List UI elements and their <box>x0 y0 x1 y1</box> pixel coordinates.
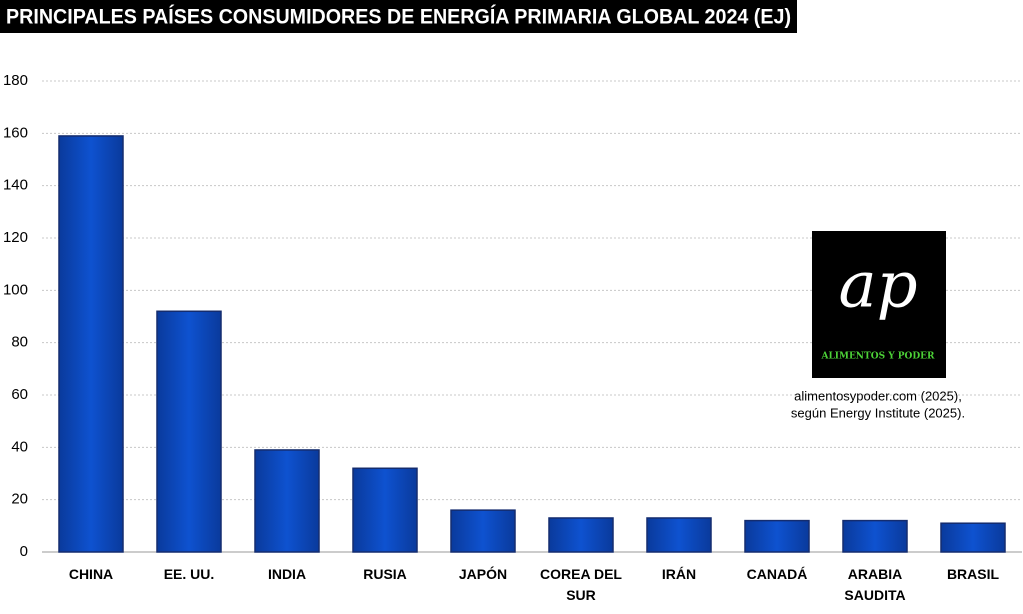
y-tick-label: 60 <box>11 386 28 403</box>
x-tick-label: COREA DEL SUR <box>540 566 622 603</box>
x-tick-label: INDIA <box>267 566 307 582</box>
source-note: según Energy Institute (2025). <box>791 405 965 420</box>
x-tick-label: EE. UU. <box>163 566 215 582</box>
chart-title: PRINCIPALES PAÍSES CONSUMIDORES DE ENERG… <box>6 6 791 29</box>
bar <box>842 519 908 553</box>
bar <box>940 522 1006 553</box>
y-tick-label: 80 <box>11 334 28 351</box>
y-tick-label: 40 <box>11 438 28 455</box>
x-tick-label: CHINA <box>68 566 114 582</box>
y-tick-label: 180 <box>3 72 28 89</box>
source-note: alimentosypoder.com (2025), <box>794 388 962 403</box>
x-tick-label: IRÁN <box>661 566 697 582</box>
x-tick-label: ARABIA SAUDITA <box>844 566 906 603</box>
y-tick-label: 140 <box>3 177 28 194</box>
bar <box>254 449 320 553</box>
x-tick-label: BRASIL <box>946 566 1000 582</box>
x-tick-label: JAPÓN <box>458 566 508 582</box>
y-tick-label: 120 <box>3 229 28 246</box>
y-tick-label: 20 <box>11 491 28 508</box>
x-tick-label: RUSIA <box>363 566 407 582</box>
bar <box>646 517 712 553</box>
x-tick-label: CANADÁ <box>746 566 808 582</box>
title-background <box>0 0 797 33</box>
logo-box <box>812 231 946 378</box>
y-tick-label: 100 <box>3 281 28 298</box>
bar <box>58 135 124 553</box>
y-tick-label: 160 <box>3 124 28 141</box>
logo-mark: ap <box>838 249 917 323</box>
bar <box>352 467 418 553</box>
bar <box>744 519 810 553</box>
y-tick-label: 0 <box>20 543 28 560</box>
bar <box>548 517 614 553</box>
logo-caption: ALIMENTOS Y PODER <box>820 352 935 362</box>
bar <box>450 509 516 553</box>
bar <box>156 310 222 553</box>
